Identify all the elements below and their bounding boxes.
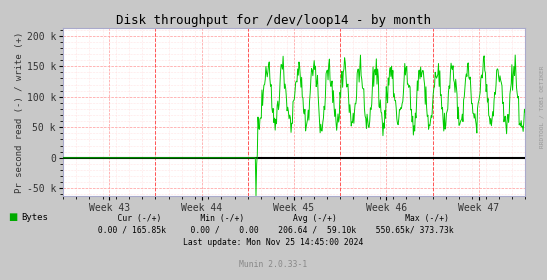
Text: 0.00 / 165.85k     0.00 /    0.00    206.64 /  59.10k    550.65k/ 373.73k: 0.00 / 165.85k 0.00 / 0.00 206.64 / 59.1…: [93, 225, 454, 234]
Y-axis label: Pr second read (-) / write (+): Pr second read (-) / write (+): [15, 31, 24, 193]
Text: Cur (-/+)        Min (-/+)          Avg (-/+)              Max (-/+): Cur (-/+) Min (-/+) Avg (-/+) Max (-/+): [98, 214, 449, 223]
Text: Last update: Mon Nov 25 14:45:00 2024: Last update: Mon Nov 25 14:45:00 2024: [183, 238, 364, 247]
Text: RRDTOOL / TOBI OETIKER: RRDTOOL / TOBI OETIKER: [539, 65, 544, 148]
Text: Disk throughput for /dev/loop14 - by month: Disk throughput for /dev/loop14 - by mon…: [116, 14, 431, 27]
Text: ■: ■: [8, 212, 18, 222]
Text: Bytes: Bytes: [21, 213, 48, 221]
Text: Munin 2.0.33-1: Munin 2.0.33-1: [240, 260, 307, 269]
